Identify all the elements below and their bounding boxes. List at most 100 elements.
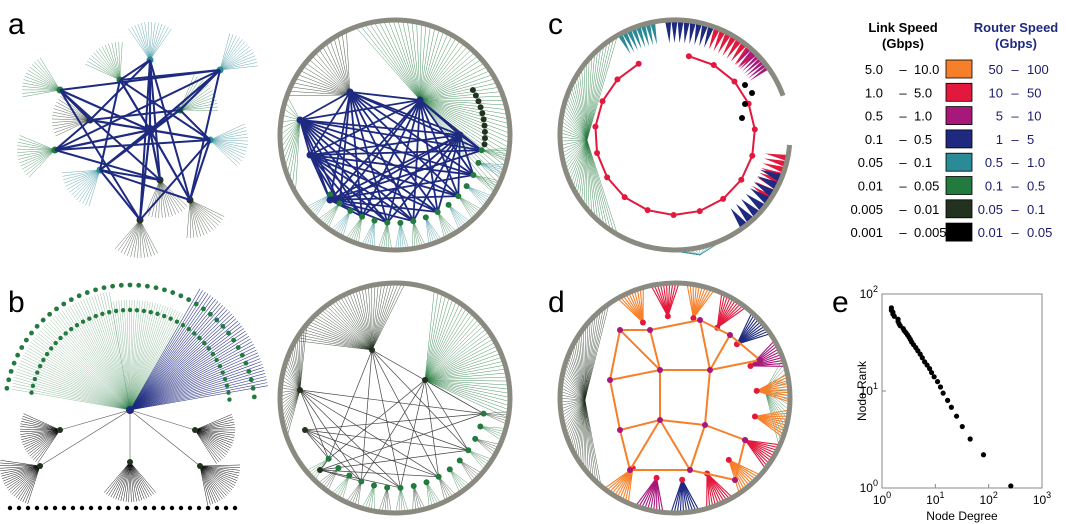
link-line <box>144 179 161 216</box>
link-line <box>424 379 510 402</box>
link-line <box>281 119 301 156</box>
link-line <box>209 139 248 145</box>
link-line <box>194 429 235 433</box>
link-line <box>129 385 268 411</box>
link-line <box>151 179 161 218</box>
link-line <box>219 34 234 71</box>
link-line <box>129 300 133 411</box>
link-line <box>635 477 657 507</box>
link-line <box>302 66 351 96</box>
link-line <box>318 311 373 351</box>
legend-dash: – <box>899 202 907 217</box>
link-line <box>386 487 392 512</box>
link-line <box>209 139 246 155</box>
link-line <box>299 119 461 136</box>
link-line <box>565 363 586 401</box>
link-line <box>449 469 463 491</box>
link-line <box>199 465 225 498</box>
router-node <box>220 323 226 329</box>
link-line <box>0 462 41 467</box>
legend-router-hi: 0.1 <box>1027 202 1045 217</box>
link-line <box>567 399 586 441</box>
network-circle-a <box>277 17 513 253</box>
link-bundle <box>635 25 646 48</box>
link-line <box>459 460 480 476</box>
router-node <box>196 505 202 511</box>
router-node <box>481 122 488 129</box>
link-line <box>362 485 375 507</box>
link-line <box>194 429 235 439</box>
link-bundle <box>645 22 654 46</box>
router-node <box>168 316 173 321</box>
link-line <box>281 389 301 418</box>
link-line <box>22 149 56 170</box>
link-line <box>199 465 240 471</box>
link-line <box>371 284 376 351</box>
x-tick-label: 103 <box>1033 490 1051 507</box>
link-line <box>338 210 351 234</box>
link-line <box>159 179 180 214</box>
link-line <box>468 450 491 460</box>
link-line <box>424 379 510 390</box>
link-line <box>280 388 301 391</box>
link-line <box>584 322 589 401</box>
link-line <box>704 424 746 441</box>
legend-swatch <box>945 106 973 125</box>
link-line <box>129 461 137 502</box>
link-line <box>329 134 461 201</box>
link-line <box>129 307 226 411</box>
legend-router-lo: 1 <box>996 132 1003 147</box>
link-line <box>560 128 588 141</box>
link-line <box>299 330 303 391</box>
link-line <box>194 416 233 431</box>
link-line <box>209 133 248 141</box>
router-node <box>214 357 219 363</box>
link-line <box>129 313 233 411</box>
link-line <box>20 429 61 435</box>
router-node <box>336 200 343 207</box>
legend-link-hi: 0.1 <box>914 155 932 170</box>
link-line <box>294 341 301 391</box>
link-line <box>129 306 169 411</box>
router-node <box>434 208 441 215</box>
link-line <box>400 222 407 249</box>
x-axis-label: Node Degree <box>926 509 998 523</box>
router-node <box>742 437 748 443</box>
link-line <box>308 58 351 96</box>
link-line <box>419 99 498 189</box>
link-line <box>563 399 586 427</box>
router-node <box>592 123 599 130</box>
legend-link-hi: 0.005 <box>914 225 947 240</box>
link-line <box>199 465 237 484</box>
link-line <box>53 108 91 121</box>
link-line <box>424 291 439 381</box>
router-node <box>170 290 176 295</box>
link-line <box>62 169 101 174</box>
link-line <box>419 86 500 101</box>
link-line <box>129 297 214 411</box>
link-line <box>328 203 340 228</box>
router-node <box>239 352 245 358</box>
link-line <box>346 30 351 96</box>
link-bundle <box>708 26 721 50</box>
link-line <box>139 59 151 221</box>
link-line <box>54 119 91 133</box>
link-line <box>586 139 611 231</box>
link-bundle <box>694 21 703 46</box>
link-line <box>371 283 406 351</box>
router-node <box>69 326 74 332</box>
router-node <box>477 423 484 430</box>
link-line <box>309 99 421 156</box>
link-line <box>478 162 502 175</box>
link-line <box>115 300 131 411</box>
link-line <box>413 220 423 246</box>
link-line <box>699 319 731 336</box>
link-line <box>586 58 590 141</box>
link-line <box>309 154 331 201</box>
legend-dash: – <box>1011 85 1019 100</box>
link-line <box>357 481 362 506</box>
router-node <box>480 410 487 417</box>
link-line <box>448 204 468 224</box>
router-node <box>68 297 74 303</box>
link-line <box>478 162 501 178</box>
